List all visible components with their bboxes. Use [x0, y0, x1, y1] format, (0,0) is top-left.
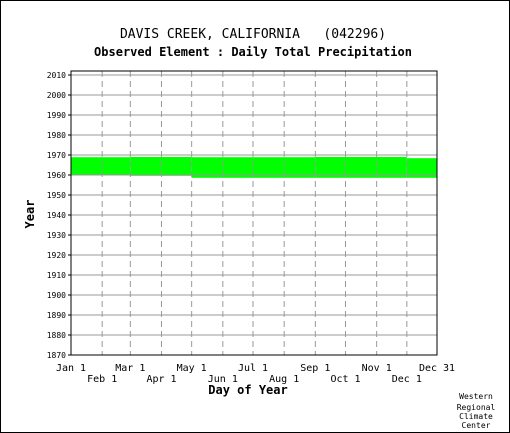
x-tick-label: Mar 1	[115, 363, 145, 374]
y-tick-label: 1930	[47, 231, 66, 240]
x-tick-label: Dec 31	[419, 363, 455, 374]
x-tick-label: Apr 1	[146, 374, 176, 385]
y-tick-label: 1940	[47, 211, 66, 220]
x-tick-label: Dec 1	[392, 374, 422, 385]
y-tick-label: 1870	[47, 351, 66, 360]
y-tick-label: 1990	[47, 111, 66, 120]
x-tick-label: Jan 1	[56, 363, 86, 374]
x-tick-label: Jul 1	[238, 363, 268, 374]
y-tick-label: 2000	[47, 91, 66, 100]
x-tick-label: Aug 1	[269, 374, 299, 385]
plot-border	[70, 70, 438, 356]
data-band	[315, 157, 407, 178]
chart-title: DAVIS CREEK, CALIFORNIA (042296)	[120, 27, 386, 42]
y-tick-label: 1880	[47, 331, 66, 340]
y-tick-label: 1960	[47, 171, 66, 180]
data-band	[130, 157, 192, 176]
y-tick-label: 1890	[47, 311, 66, 320]
credit-line: Regional	[457, 403, 496, 412]
plot-area: 1870 1880 1890 1900 1910 1920 1930 1940 1950 1960…	[47, 70, 455, 385]
y-axis-label: Year	[23, 200, 37, 229]
y-tick-label: 1910	[47, 271, 66, 280]
data-band	[406, 158, 437, 178]
x-tick-label: Jun 1	[208, 374, 238, 385]
y-tick-label: 2010	[47, 71, 66, 80]
x-tick-label: Sep 1	[300, 363, 330, 374]
credit-line: Center	[462, 421, 491, 430]
x-tick-label: Nov 1	[362, 363, 392, 374]
x-tick-label: Oct 1	[330, 374, 360, 385]
credit-line: Western	[459, 392, 493, 401]
credit-line: Climate	[459, 412, 493, 421]
x-tick-label: May 1	[177, 363, 207, 374]
y-tick-label: 1920	[47, 251, 66, 260]
wrcc-credit: Western Regional Climate Center	[457, 392, 496, 430]
x-tick-label: Feb 1	[87, 374, 117, 385]
y-tick-label: 1980	[47, 131, 66, 140]
y-tick-label: 1970	[47, 151, 66, 160]
y-tick-label: 1900	[47, 291, 66, 300]
data-band	[71, 157, 131, 176]
chart-subtitle: Observed Element : Daily Total Precipita…	[94, 45, 412, 59]
x-axis-label: Day of Year	[208, 383, 287, 397]
y-tick-label: 1950	[47, 191, 66, 200]
